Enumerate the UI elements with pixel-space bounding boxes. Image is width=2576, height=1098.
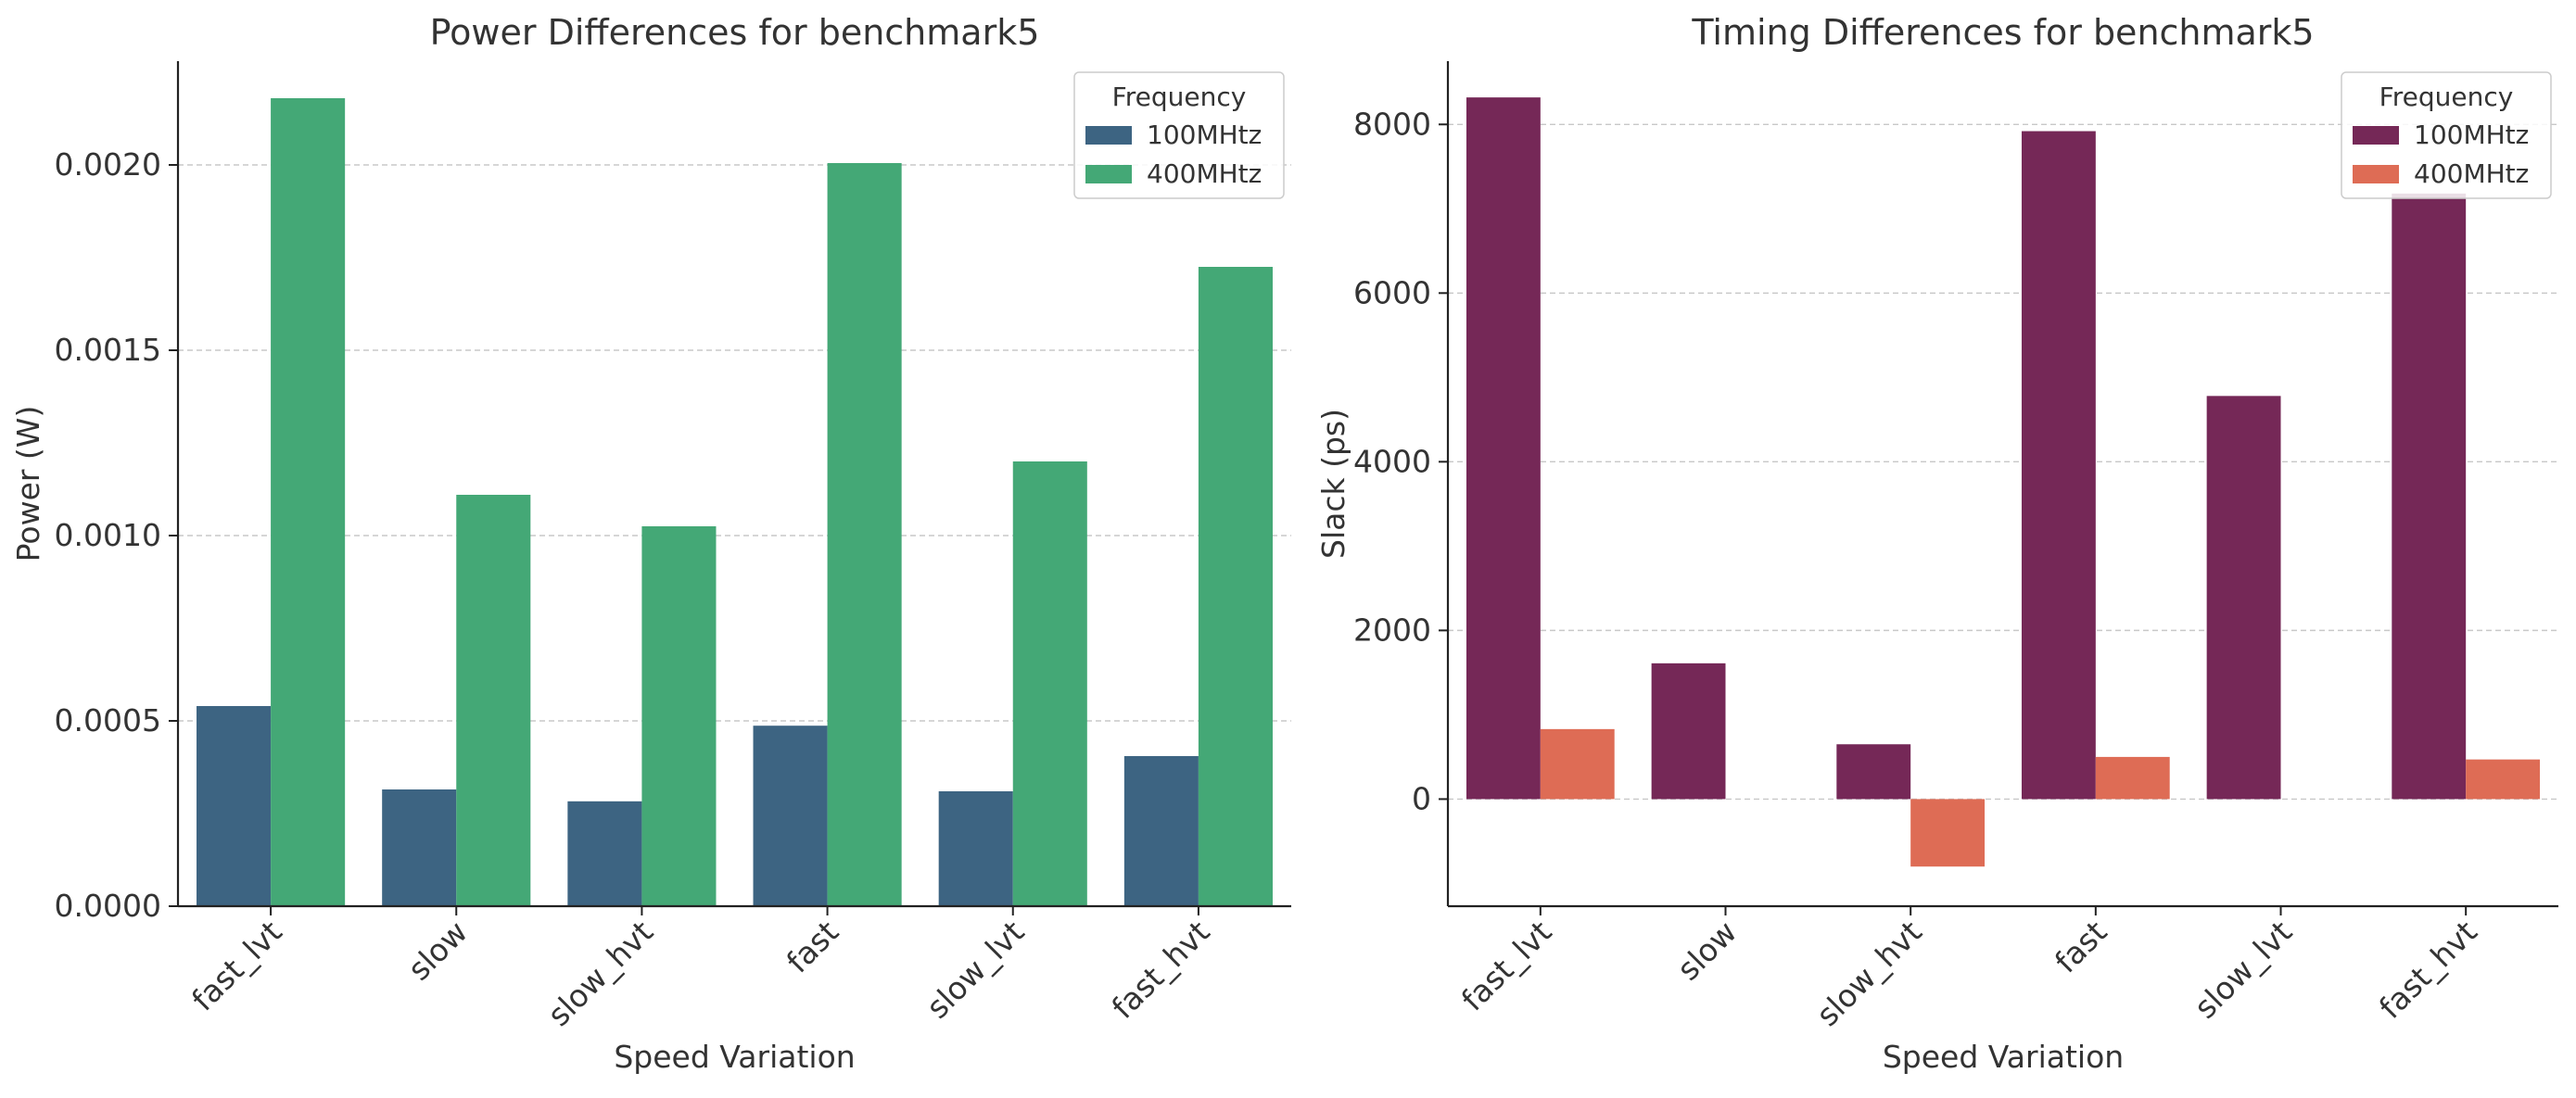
timing-bar-400mhtz-fast-lvt (1540, 728, 1615, 800)
timing-x-axis-label: Speed Variation (1883, 1039, 2124, 1075)
timing-y-axis-label: Slack (ps) (1315, 409, 1351, 559)
power-chart-panel: 0.0000 0.0005 0.0010 0.0015 0.0020 fast_lvt s… (10, 12, 1291, 1075)
power-x-tick-label-fast-lvt: fast_lvt (184, 914, 289, 1018)
timing-bar-100mhtz-fast-hvt (2392, 193, 2467, 800)
timing-x-tick-label-fast-hvt: fast_hvt (2372, 914, 2484, 1026)
timing-bars (1466, 97, 2541, 867)
timing-bar-400mhtz-fast (2095, 756, 2170, 800)
timing-x-tick-label-slow: slow (1670, 914, 1745, 988)
power-y-tick-label: 0.0020 (55, 146, 161, 183)
timing-axes (1446, 61, 2558, 908)
timing-x-ticks: fast_lvt slow slow_hvt fast slow_lvt fast_hvt (1454, 906, 2484, 1033)
timing-chart-title: Timing Differences for benchmark5 (1691, 12, 2314, 53)
power-bar-400mhtz-slow-lvt (1012, 461, 1087, 906)
power-axes (176, 61, 1291, 908)
power-x-tick-label-fast-hvt: fast_hvt (1105, 914, 1217, 1026)
power-bar-100mhtz-slow-lvt (938, 791, 1013, 906)
timing-legend-label-100mhtz: 100MHtz (2414, 120, 2529, 150)
power-bar-400mhtz-fast (827, 163, 902, 906)
timing-bar-100mhtz-fast-lvt (1466, 97, 1541, 800)
power-x-tick-label-slow-hvt: slow_hvt (540, 914, 660, 1033)
timing-legend-label-400mhtz: 400MHtz (2414, 158, 2529, 189)
timing-legend-swatch-100mhtz (2353, 126, 2399, 145)
timing-x-tick-label-slow-lvt: slow_lvt (2187, 914, 2299, 1026)
power-bar-400mhtz-fast-lvt (271, 98, 346, 906)
power-x-tick-label-slow: slow (400, 914, 475, 988)
power-legend: Frequency 100MHtz 400MHtz (1073, 71, 1285, 199)
power-y-ticks: 0.0000 0.0005 0.0010 0.0015 0.0020 (55, 146, 178, 924)
power-legend-swatch-100mhtz (1085, 126, 1132, 145)
timing-bar-100mhtz-slow (1651, 663, 1726, 800)
power-x-ticks: fast_lvt slow slow_hvt fast slow_lvt fast_hvt (184, 906, 1217, 1033)
timing-y-tick-label: 2000 (1353, 612, 1431, 648)
timing-legend: Frequency 100MHtz 400MHtz (2341, 71, 2552, 199)
power-y-tick-label: 0.0000 (55, 888, 161, 924)
power-bar-100mhtz-slow (382, 789, 457, 906)
power-x-tick-label-slow-lvt: slow_lvt (920, 914, 1032, 1026)
timing-bar-100mhtz-slow-hvt (1836, 744, 1911, 800)
timing-x-tick-label-slow-hvt: slow_hvt (1809, 914, 1929, 1033)
power-bars (197, 98, 1273, 906)
timing-x-tick-label-fast: fast (2048, 914, 2113, 979)
power-x-tick-label-fast: fast (780, 914, 845, 979)
power-legend-label-400mhtz: 400MHtz (1147, 158, 1262, 189)
power-bar-100mhtz-fast-hvt (1123, 756, 1199, 906)
timing-bar-400mhtz-fast-hvt (2466, 759, 2541, 800)
power-legend-swatch-400mhtz (1085, 165, 1132, 183)
power-bar-100mhtz-fast (753, 726, 828, 906)
power-bar-400mhtz-slow-hvt (641, 526, 717, 906)
timing-y-ticks: 0 2000 4000 6000 8000 (1353, 106, 1448, 816)
power-bar-100mhtz-fast-lvt (197, 706, 272, 906)
power-bar-400mhtz-slow (456, 495, 531, 906)
timing-y-tick-label: 8000 (1353, 106, 1431, 142)
power-y-tick-label: 0.0010 (55, 517, 161, 553)
timing-legend-swatch-400mhtz (2353, 165, 2399, 183)
power-legend-title: Frequency (1112, 82, 1247, 112)
power-legend-label-100mhtz: 100MHtz (1147, 120, 1262, 150)
timing-y-tick-label: 4000 (1353, 443, 1431, 479)
timing-bar-400mhtz-slow-hvt (1910, 799, 1986, 867)
timing-bar-100mhtz-fast (2021, 131, 2096, 800)
power-bar-400mhtz-fast-hvt (1198, 267, 1273, 906)
power-bar-100mhtz-slow-hvt (567, 801, 642, 906)
power-x-axis-label: Speed Variation (614, 1039, 855, 1075)
power-y-axis-label: Power (W) (10, 406, 46, 562)
power-chart-title: Power Differences for benchmark5 (430, 12, 1040, 53)
timing-bar-100mhtz-slow-lvt (2206, 396, 2281, 800)
power-y-tick-label: 0.0015 (55, 332, 161, 368)
timing-y-tick-label: 6000 (1353, 274, 1431, 310)
timing-legend-title: Frequency (2379, 82, 2514, 112)
timing-y-tick-label: 0 (1412, 780, 1431, 816)
power-y-tick-label: 0.0005 (55, 702, 161, 738)
timing-x-tick-label-fast-lvt: fast_lvt (1454, 914, 1559, 1018)
